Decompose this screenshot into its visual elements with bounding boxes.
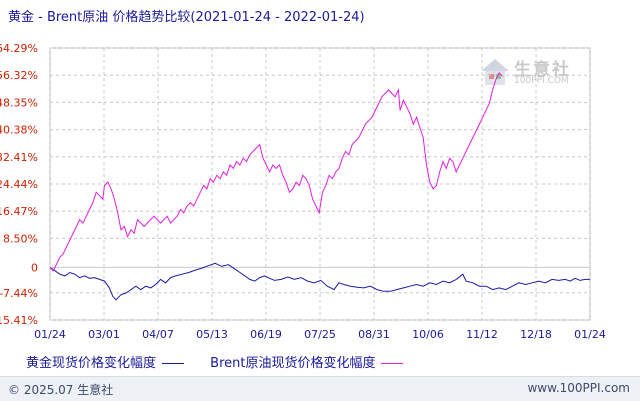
y-tick-label: 24.44% xyxy=(0,178,38,191)
x-tick-label: 01/24 xyxy=(574,328,606,341)
legend-label-gold: 黄金现货价格变化幅度 xyxy=(26,356,157,371)
x-tick-label: 04/07 xyxy=(142,328,174,341)
x-tick-label: 06/19 xyxy=(250,328,282,341)
footer-website-link[interactable]: www.100PPI.com xyxy=(527,381,630,395)
chart-canvas: 64.29% 56.32% 48.35% 40.38% 32.41% 24.44% 16.4… xyxy=(0,42,606,341)
watermark-en: 100PPI.COM xyxy=(514,76,569,86)
y-tick-label: 40.38% xyxy=(0,124,38,137)
x-tick-label: 12/18 xyxy=(520,328,552,341)
y-tick-label: 8.50% xyxy=(3,232,38,245)
x-tick-label: 11/12 xyxy=(466,328,498,341)
x-tick-label: 08/31 xyxy=(358,328,390,341)
series-line-gold xyxy=(49,262,590,301)
chart-title: 黄金 - Brent原油 价格趋势比较(2021-01-24 - 2022-01… xyxy=(8,10,365,25)
x-tick-label: 03/01 xyxy=(88,328,120,341)
legend-swatch-brent xyxy=(381,363,404,364)
legend-item-gold: 黄金现货价格变化幅度 xyxy=(26,352,185,371)
x-tick-label: 07/25 xyxy=(304,328,336,341)
legend-label-brent: Brent原油现货价格变化幅度 xyxy=(210,356,376,371)
y-tick-label: -7.44% xyxy=(0,287,38,300)
x-tick-label: 01/24 xyxy=(34,328,66,341)
footer: © 2025.07 生意社 www.100PPI.com xyxy=(0,376,640,401)
y-tick-label: 0 xyxy=(31,261,38,274)
series-line-brent xyxy=(49,72,503,272)
y-tick-label: -15.41% xyxy=(0,314,38,327)
x-tick-label: 05/13 xyxy=(196,328,228,341)
y-tick-label: 64.29% xyxy=(0,42,38,55)
y-tick-label: 32.41% xyxy=(0,151,38,164)
y-tick-label: 56.32% xyxy=(0,69,38,82)
legend: 黄金现货价格变化幅度 Brent原油现货价格变化幅度 xyxy=(26,352,425,371)
x-tick-label: 10/06 xyxy=(412,328,444,341)
legend-swatch-gold xyxy=(162,363,185,364)
house-logo-icon xyxy=(481,59,509,85)
y-tick-label: 16.47% xyxy=(0,205,38,218)
legend-item-brent: Brent原油现货价格变化幅度 xyxy=(210,352,404,371)
footer-copyright: © 2025.07 生意社 xyxy=(8,383,114,397)
y-tick-label: 48.35% xyxy=(0,96,38,109)
